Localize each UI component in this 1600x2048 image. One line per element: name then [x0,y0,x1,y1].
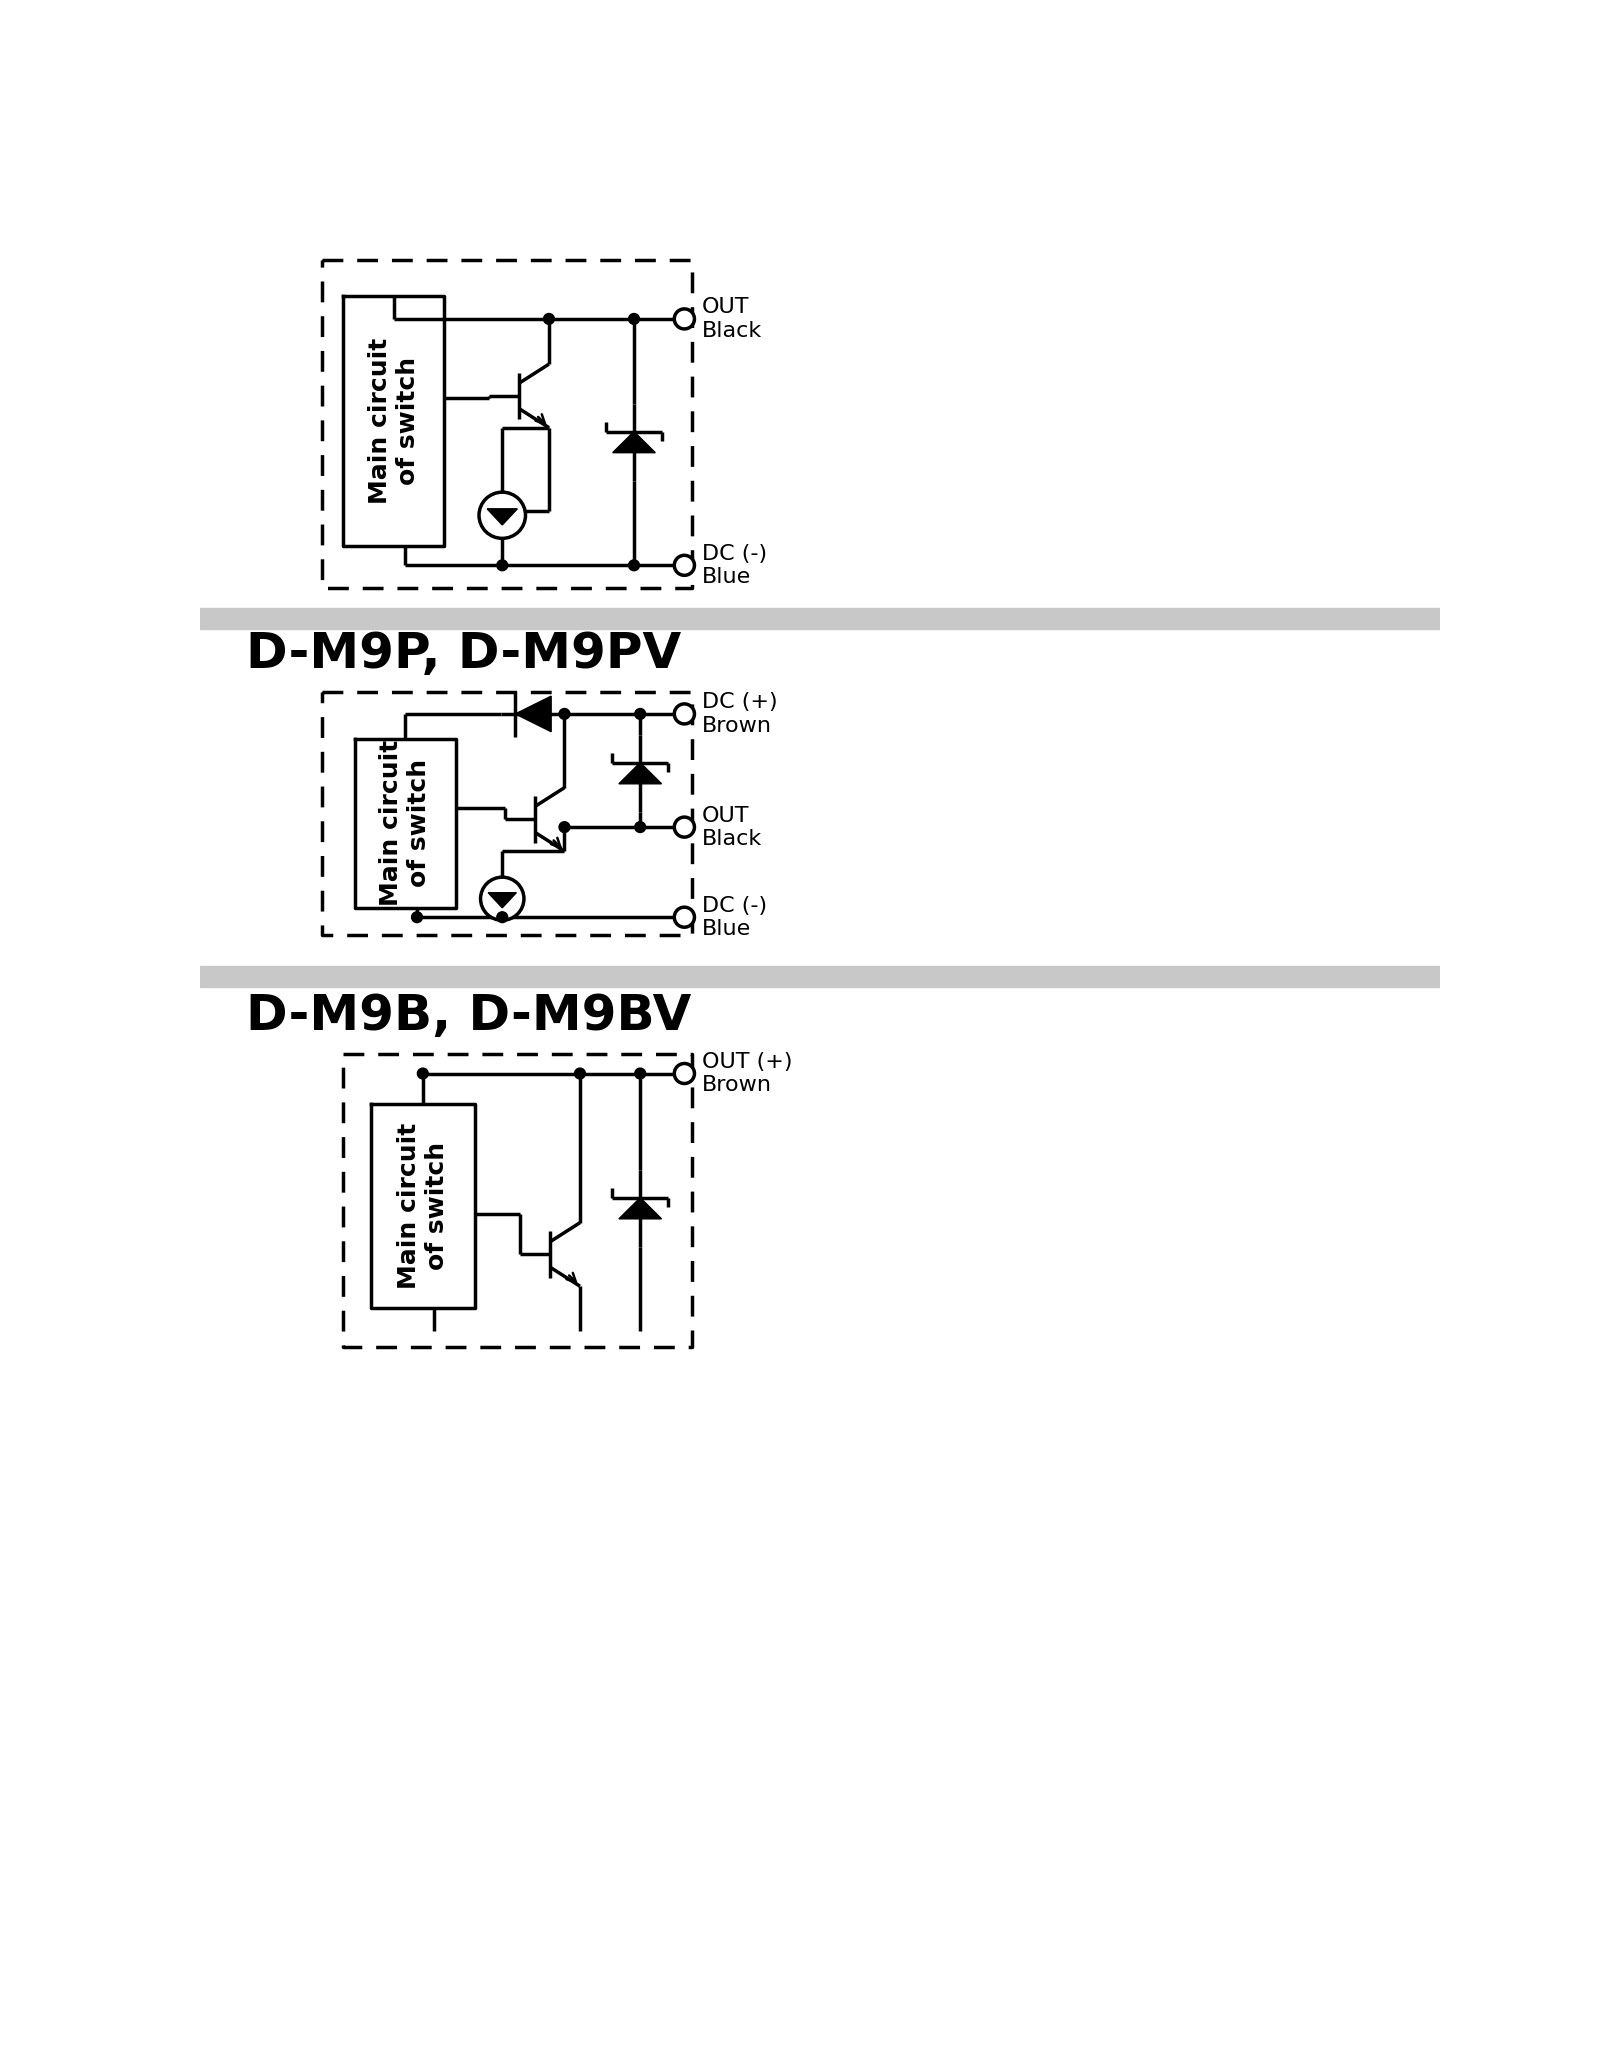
Circle shape [498,911,507,922]
Circle shape [558,821,570,831]
Circle shape [635,709,646,719]
Text: OUT
Black: OUT Black [702,805,763,848]
Circle shape [574,1069,586,1079]
Text: DC (-)
Blue: DC (-) Blue [702,543,768,588]
Circle shape [544,313,554,324]
Polygon shape [619,1198,661,1219]
Circle shape [674,309,694,330]
Text: DC (-)
Blue: DC (-) Blue [702,895,768,938]
Circle shape [674,817,694,838]
Text: D-M9P, D-M9PV: D-M9P, D-M9PV [246,631,682,678]
Circle shape [411,911,422,922]
Circle shape [498,559,507,571]
Circle shape [418,1069,429,1079]
Text: Main circuit
of switch: Main circuit of switch [368,338,419,504]
Text: OUT (+)
Brown: OUT (+) Brown [702,1053,792,1096]
Polygon shape [488,893,517,907]
Circle shape [674,907,694,928]
Polygon shape [613,432,656,453]
Text: D-M9B, D-M9BV: D-M9B, D-M9BV [246,991,691,1040]
Polygon shape [486,508,517,524]
Text: Main circuit
of switch: Main circuit of switch [379,739,432,907]
Circle shape [478,492,525,539]
Circle shape [674,1063,694,1083]
Bar [200,608,1440,629]
Text: OUT
Black: OUT Black [702,297,763,340]
Text: DC (+)
Brown: DC (+) Brown [702,692,778,735]
Circle shape [558,709,570,719]
Polygon shape [515,696,550,731]
Text: Main circuit
of switch: Main circuit of switch [397,1122,448,1290]
Circle shape [635,821,646,831]
Circle shape [629,313,640,324]
Bar [200,967,1440,987]
Circle shape [674,555,694,575]
Circle shape [635,1069,646,1079]
Circle shape [480,877,523,920]
Polygon shape [619,762,661,784]
Circle shape [629,559,640,571]
Circle shape [674,705,694,723]
